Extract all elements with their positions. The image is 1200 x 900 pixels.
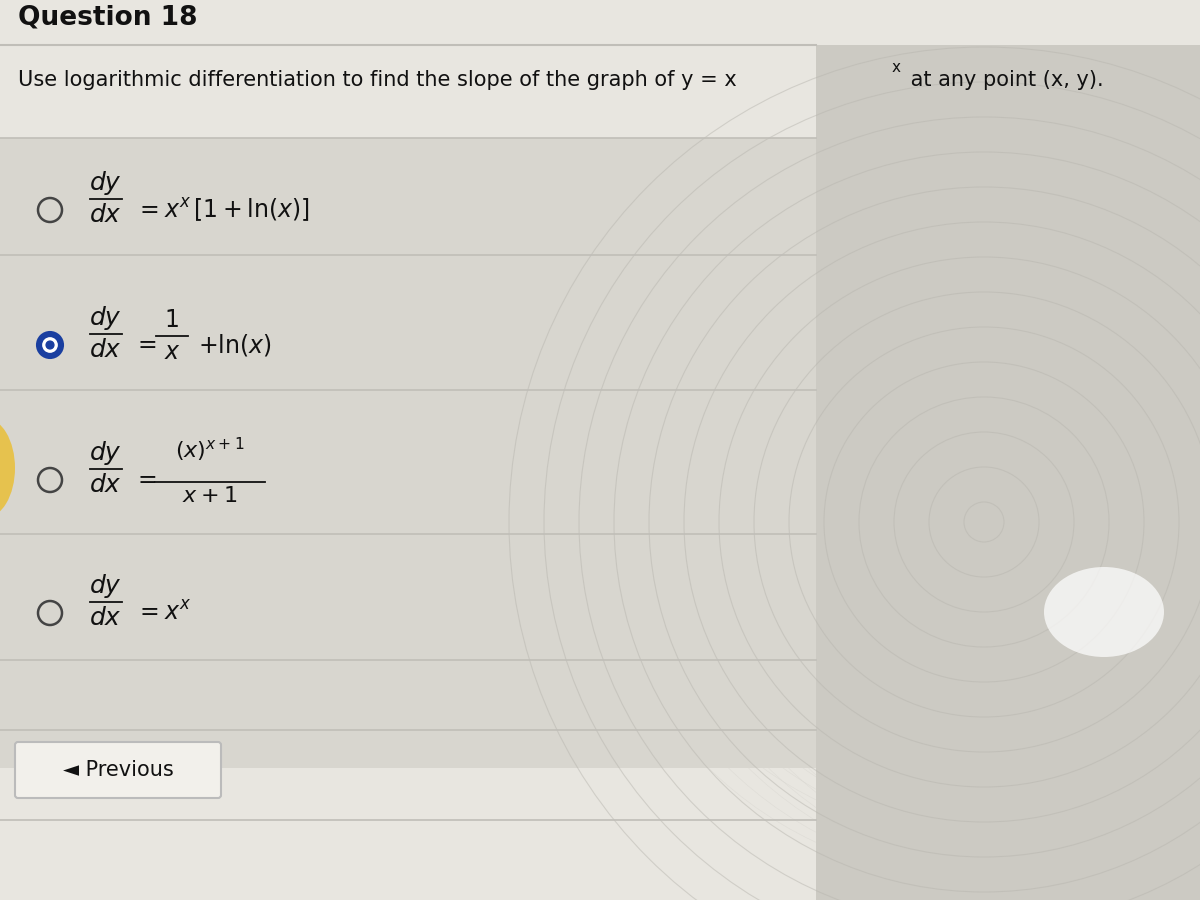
Text: dx: dx bbox=[90, 203, 121, 227]
Text: dy: dy bbox=[90, 306, 121, 330]
Text: $x + 1$: $x + 1$ bbox=[182, 486, 238, 506]
Text: =: = bbox=[138, 333, 157, 357]
Text: Question 18: Question 18 bbox=[18, 5, 198, 31]
Text: 1: 1 bbox=[164, 308, 180, 332]
Ellipse shape bbox=[0, 418, 14, 518]
Circle shape bbox=[46, 341, 54, 349]
Text: dx: dx bbox=[90, 606, 121, 630]
Text: Use logarithmic differentiation to find the slope of the graph of y = x: Use logarithmic differentiation to find … bbox=[18, 70, 737, 90]
Text: $= x^x\,[1 + \ln(x)]$: $= x^x\,[1 + \ln(x)]$ bbox=[134, 196, 310, 224]
Text: =: = bbox=[138, 468, 157, 492]
Text: dy: dy bbox=[90, 441, 121, 465]
Text: at any point (x, y).: at any point (x, y). bbox=[904, 70, 1104, 90]
Bar bbox=[0, 0, 1200, 45]
Text: ◄ Previous: ◄ Previous bbox=[62, 760, 173, 780]
Bar bbox=[0, 45, 816, 145]
Ellipse shape bbox=[1044, 567, 1164, 657]
Text: x: x bbox=[892, 60, 901, 76]
Text: x: x bbox=[166, 340, 179, 364]
Text: dx: dx bbox=[90, 338, 121, 362]
Bar bbox=[0, 138, 816, 768]
Text: $(x)^{x+1}$: $(x)^{x+1}$ bbox=[175, 436, 245, 464]
FancyBboxPatch shape bbox=[14, 742, 221, 798]
Text: $= x^x$: $= x^x$ bbox=[134, 601, 191, 625]
Circle shape bbox=[43, 338, 58, 352]
Text: dy: dy bbox=[90, 171, 121, 195]
Text: $+ \ln(x)$: $+ \ln(x)$ bbox=[198, 332, 271, 358]
Text: dx: dx bbox=[90, 473, 121, 497]
Text: dy: dy bbox=[90, 574, 121, 598]
Bar bbox=[816, 0, 1200, 900]
Circle shape bbox=[37, 332, 64, 358]
